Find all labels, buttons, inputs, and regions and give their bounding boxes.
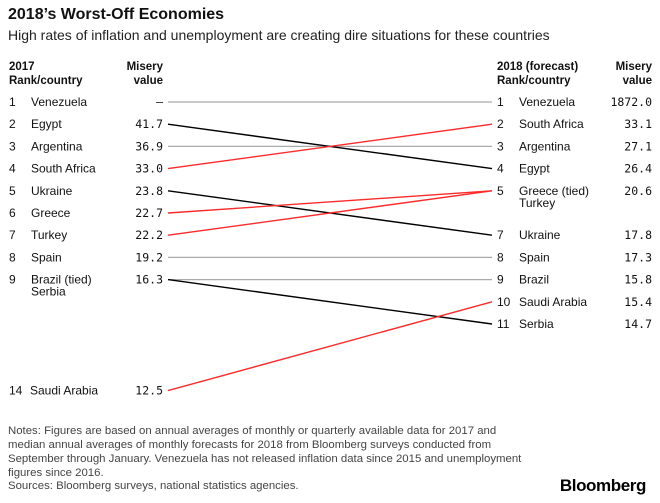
chart-sources: Sources: Bloomberg surveys, national sta… xyxy=(8,480,299,492)
left-value-saudi-arabia: 12.5 xyxy=(135,384,163,398)
left-rank-argentina: 3 xyxy=(9,139,16,153)
right-country-egypt: Egypt xyxy=(519,162,550,176)
right-rank-serbia: 11 xyxy=(497,317,510,331)
left-country-argentina: Argentina xyxy=(31,139,83,153)
right-header-rank: Rank/country xyxy=(497,75,571,87)
right-country-saudi-arabia: Saudi Arabia xyxy=(519,295,587,309)
slope-line-south-africa xyxy=(167,123,493,170)
slope-line-greece xyxy=(167,190,493,214)
left-rank-ukraine: 5 xyxy=(9,184,16,198)
left-rank-south-africa: 4 xyxy=(9,162,16,176)
left-value-brazil: 16.3 xyxy=(135,273,163,287)
slope-chart: 2017 Rank/country Misery value 2018 (for… xyxy=(9,61,653,398)
bloomberg-logo: Bloomberg xyxy=(559,476,647,495)
left-rank-greece: 6 xyxy=(9,206,16,220)
right-country-venezuela: Venezuela xyxy=(519,95,575,109)
right-value-south-africa: 33.1 xyxy=(624,117,652,131)
right-value-greece: 20.6 xyxy=(624,184,652,198)
right-value-serbia: 14.7 xyxy=(624,317,652,331)
left-value-argentina: 36.9 xyxy=(135,139,163,153)
left-country-ukraine: Ukraine xyxy=(31,184,73,198)
right-value-ukraine: 17.8 xyxy=(624,228,652,242)
right-header-value-2: value xyxy=(623,75,652,87)
right-rank-brazil: 9 xyxy=(497,273,504,287)
left-header-rank: Rank/country xyxy=(9,75,83,87)
right-country-ukraine: Ukraine xyxy=(519,228,561,242)
slope-line-serbia xyxy=(167,278,493,325)
right-rank-ukraine: 7 xyxy=(497,228,504,242)
left-country-south-africa: South Africa xyxy=(31,162,96,176)
right-value-argentina: 27.1 xyxy=(624,139,652,153)
left-value-turkey: 22.2 xyxy=(135,228,163,242)
right-value-egypt: 26.4 xyxy=(624,162,652,176)
right-country-argentina: Argentina xyxy=(519,139,571,153)
right-column-labels: 1 Venezuela 1872.0 4 Egypt 26.4 3 Argentina 27.1… xyxy=(497,95,652,331)
right-rank-saudi-arabia: 10 xyxy=(497,295,511,309)
left-column-labels: 1 Venezuela – 2 Egypt 41.7 3 Argentina 36.9 4 Sout… xyxy=(9,95,163,398)
right-country-turkey: Turkey xyxy=(519,196,555,210)
right-value-venezuela: 1872.0 xyxy=(610,95,652,109)
chart-subtitle: High rates of inflation and unemployment… xyxy=(8,27,550,43)
slope-lines xyxy=(167,101,493,392)
right-value-brazil: 15.8 xyxy=(624,273,652,287)
right-country-spain: Spain xyxy=(519,250,550,264)
right-country-serbia: Serbia xyxy=(519,317,554,331)
right-header-year: 2018 (forecast) xyxy=(497,61,578,73)
right-country-greece: Greece (tied) xyxy=(519,184,589,198)
slope-line-turkey xyxy=(167,190,493,236)
right-country-brazil: Brazil xyxy=(519,273,549,287)
left-country-greece: Greece xyxy=(31,206,71,220)
right-rank-greece: 5 xyxy=(497,184,504,198)
right-rank-south-africa: 2 xyxy=(497,117,504,131)
left-country-spain: Spain xyxy=(31,250,62,264)
chart-title: 2018’s Worst-Off Economies xyxy=(8,6,225,23)
left-country-egypt: Egypt xyxy=(31,117,62,131)
left-header-year: 2017 xyxy=(9,61,35,73)
left-value-venezuela: – xyxy=(156,95,163,109)
left-header-value-2: value xyxy=(134,75,163,87)
left-country-saudi-arabia: Saudi Arabia xyxy=(30,384,98,398)
left-value-greece: 22.7 xyxy=(135,206,163,220)
left-country-brazil: Brazil (tied) xyxy=(31,273,92,287)
left-country-venezuela: Venezuela xyxy=(31,95,87,109)
right-value-saudi-arabia: 15.4 xyxy=(624,295,652,309)
left-value-spain: 19.2 xyxy=(135,250,163,264)
right-header-value-1: Misery xyxy=(616,61,653,73)
right-rank-argentina: 3 xyxy=(497,139,504,153)
left-value-south-africa: 33.0 xyxy=(135,162,163,176)
right-rank-venezuela: 1 xyxy=(497,95,504,109)
left-header-value-1: Misery xyxy=(127,61,164,73)
left-value-ukraine: 23.8 xyxy=(135,184,163,198)
left-rank-spain: 8 xyxy=(9,250,16,264)
left-rank-egypt: 2 xyxy=(9,117,16,131)
chart-notes: Notes: Figures are based on annual avera… xyxy=(8,425,522,479)
right-country-south-africa: South Africa xyxy=(519,117,584,131)
left-rank-brazil: 9 xyxy=(9,273,16,287)
right-value-spain: 17.3 xyxy=(624,250,652,264)
column-headers: 2017 Rank/country Misery value 2018 (for… xyxy=(9,61,653,87)
right-rank-egypt: 4 xyxy=(497,162,504,176)
left-rank-saudi-arabia: 14 xyxy=(9,384,23,398)
slope-line-saudi-arabia xyxy=(167,301,493,392)
left-rank-venezuela: 1 xyxy=(9,95,16,109)
left-rank-turkey: 7 xyxy=(9,228,16,242)
right-rank-spain: 8 xyxy=(497,250,504,264)
left-country-turkey: Turkey xyxy=(31,228,67,242)
left-value-egypt: 41.7 xyxy=(135,117,163,131)
left-country-serbia: Serbia xyxy=(31,285,66,299)
